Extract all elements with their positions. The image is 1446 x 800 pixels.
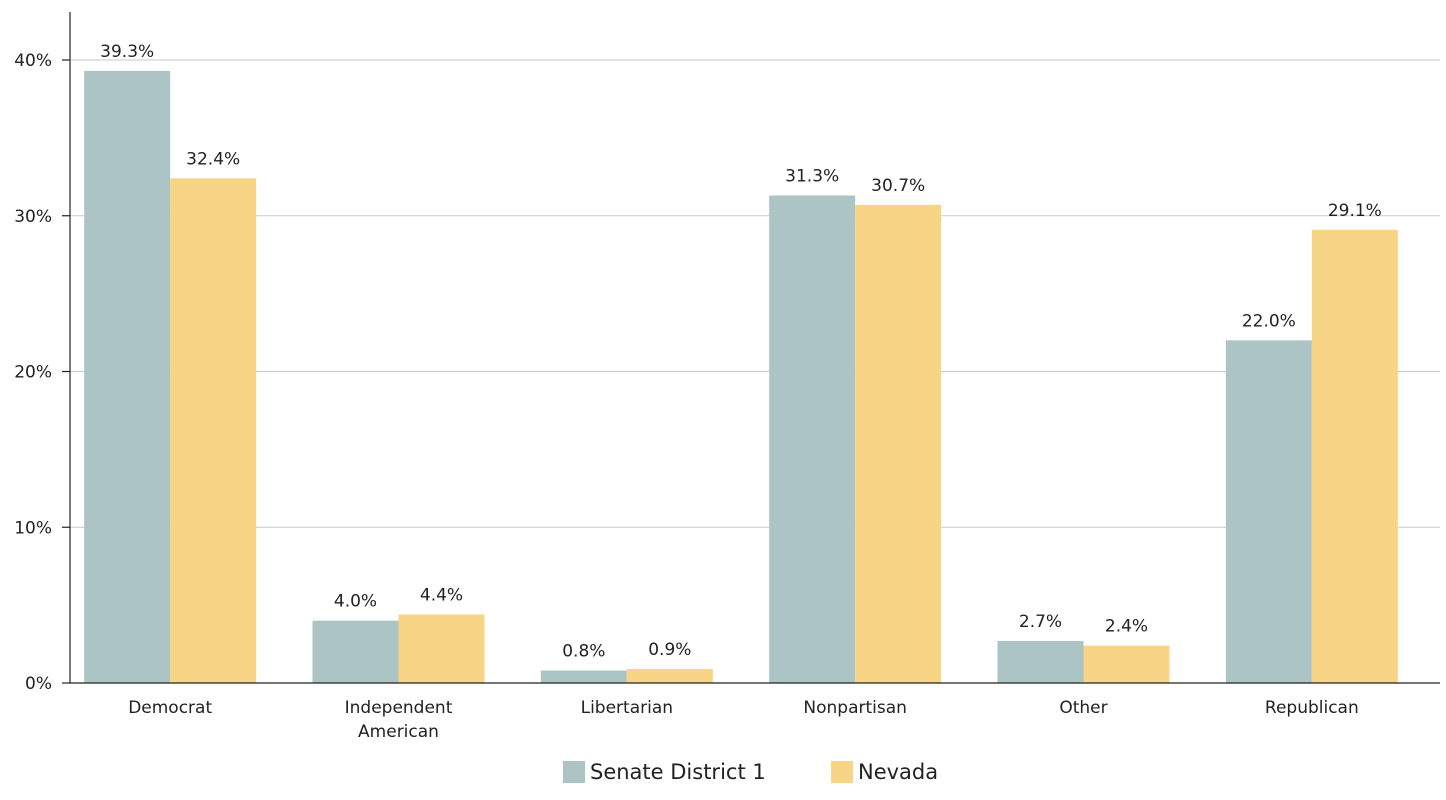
x-category-label: Independent American [345,698,453,742]
bars [84,70,1398,684]
bar [626,668,713,683]
data-label: 31.3% [785,167,839,187]
data-label: 0.9% [648,640,691,660]
data-label: 0.8% [562,642,605,662]
x-category-label-line: Democrat [128,698,212,718]
x-category-label: Nonpartisan [803,698,907,718]
labels: 0% 10% 20% 30% 40% 39.3% 32.4% Democrat 4.0% 4.4%… [14,42,1382,742]
x-category-label-line: Nonpartisan [803,698,907,718]
bar [1083,645,1170,683]
bar [855,204,942,683]
x-category-label-line: Independent [345,698,453,718]
data-label: 4.4% [420,585,463,605]
bar [84,70,171,684]
x-category-label: Republican [1265,698,1359,718]
axes [62,12,1440,684]
data-label: 32.4% [186,149,240,169]
bar [997,640,1084,683]
bar [1311,229,1398,683]
data-label: 2.4% [1105,617,1148,637]
x-category-label-line: Libertarian [581,698,673,718]
bar [540,670,627,683]
gridlines [70,59,1440,528]
legend-swatch [831,761,853,783]
data-label: 30.7% [871,176,925,196]
bar [398,614,485,683]
bar [769,195,856,683]
y-tick-label: 40% [14,51,52,71]
legend-swatch [563,761,585,783]
bar [170,178,257,683]
y-tick-label: 30% [14,207,52,227]
data-label: 2.7% [1019,612,1062,632]
legend: Senate District 1 Nevada [563,760,938,784]
y-tick-label: 10% [14,518,52,538]
data-label: 29.1% [1328,201,1382,221]
data-label: 39.3% [100,42,154,62]
legend-label: Senate District 1 [590,760,766,784]
y-tick-label: 0% [25,674,52,694]
x-category-label: Libertarian [581,698,673,718]
x-category-label: Other [1059,698,1107,718]
x-category-label-line: Republican [1265,698,1359,718]
data-label: 4.0% [334,592,377,612]
bar [1225,340,1312,683]
y-tick-label: 20% [14,363,52,383]
x-category-label: Democrat [128,698,212,718]
data-label: 22.0% [1242,311,1296,331]
legend-label: Nevada [858,760,938,784]
x-category-label-line: Other [1059,698,1107,718]
bar [312,620,399,683]
x-category-label-line: American [358,722,439,742]
